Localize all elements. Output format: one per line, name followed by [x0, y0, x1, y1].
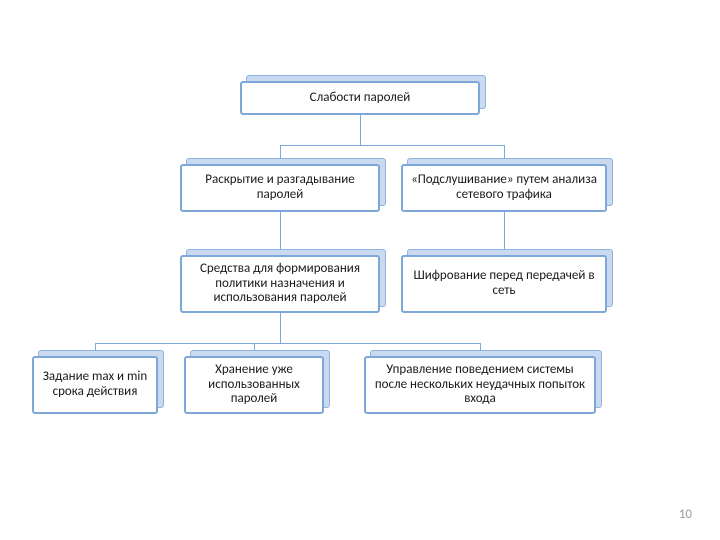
node-l2a: Раскрытие и разгадывание паролей	[180, 158, 380, 212]
node-root: Слабости паролей	[240, 75, 480, 115]
page-number: 10	[679, 507, 692, 522]
connector	[360, 115, 361, 145]
node-l2a-label: Раскрытие и разгадывание паролей	[188, 173, 372, 203]
connector	[280, 313, 281, 343]
node-l3a-label: Средства для формирования политики назна…	[188, 262, 372, 307]
node-root-label: Слабости паролей	[310, 91, 411, 106]
node-l3b: Шифрование перед передачей в сеть	[401, 249, 607, 313]
node-l4b: Хранение уже использованных паролей	[184, 350, 324, 414]
node-l3b-label: Шифрование перед передачей в сеть	[409, 269, 599, 299]
node-l4a: Задание max и min срока действия	[32, 350, 158, 414]
node-l3a: Средства для формирования политики назна…	[180, 249, 380, 313]
node-l2b: «Подслушивание» путем анализа сетевого т…	[401, 158, 607, 212]
node-l4a-label: Задание max и min срока действия	[40, 370, 150, 400]
node-l4b-label: Хранение уже использованных паролей	[192, 363, 316, 408]
node-l4c: Управление поведением системы после неск…	[364, 350, 596, 414]
connector	[95, 343, 481, 344]
node-l4c-label: Управление поведением системы после неск…	[372, 363, 588, 408]
connector	[280, 145, 505, 146]
node-l2b-label: «Подслушивание» путем анализа сетевого т…	[409, 173, 599, 203]
